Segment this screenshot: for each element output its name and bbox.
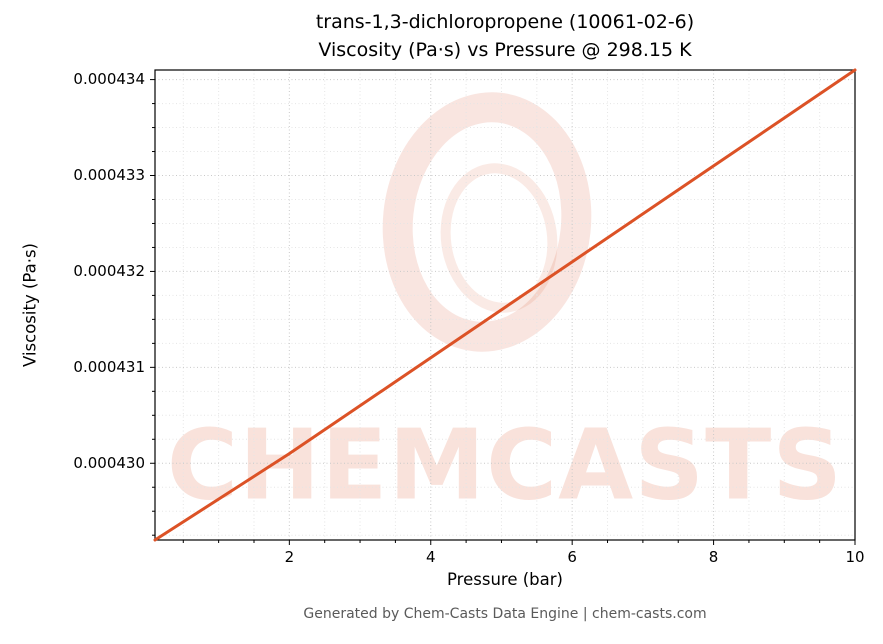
x-tick-label: 6 bbox=[567, 548, 577, 566]
x-tick-label: 4 bbox=[426, 548, 436, 566]
watermark-text: CHEMCASTS bbox=[166, 408, 844, 522]
y-tick-label: 0.000432 bbox=[73, 262, 145, 280]
x-tick-label: 10 bbox=[845, 548, 864, 566]
x-axis-label: Pressure (bar) bbox=[447, 570, 563, 589]
data-line-viscosity bbox=[153, 68, 857, 542]
plot-border bbox=[154, 69, 856, 541]
x-tick-label: 8 bbox=[709, 548, 719, 566]
y-tick-label: 0.000434 bbox=[73, 70, 145, 88]
x-tick-label: 2 bbox=[285, 548, 295, 566]
y-tick-label: 0.000433 bbox=[73, 166, 145, 184]
y-tick-label: 0.000431 bbox=[73, 358, 145, 376]
chart-title-line1: trans-1,3-dichloropropene (10061-02-6) bbox=[315, 11, 695, 33]
chart-title-line2: Viscosity (Pa·s) vs Pressure @ 298.15 K bbox=[318, 39, 692, 61]
chart-title: trans-1,3-dichloropropene (10061-02-6) V… bbox=[155, 8, 855, 64]
y-tick-label: 0.000430 bbox=[73, 454, 145, 472]
watermark: CHEMCASTS bbox=[155, 70, 855, 540]
footer-caption: Generated by Chem-Casts Data Engine | ch… bbox=[303, 606, 707, 622]
